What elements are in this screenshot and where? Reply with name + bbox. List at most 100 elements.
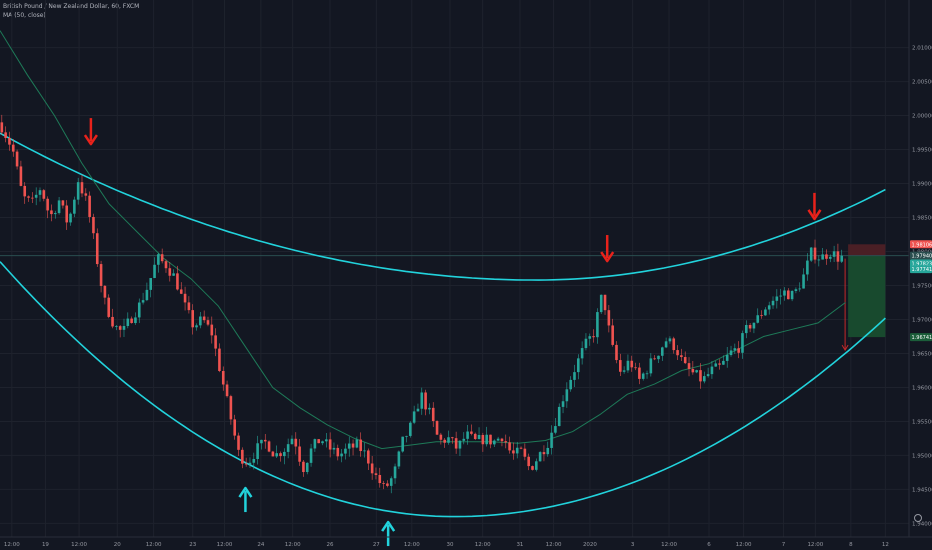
candle-body [603, 294, 607, 311]
candle-body [634, 367, 637, 369]
y-tick-label: 1.95500 [912, 419, 932, 425]
settings-icon [914, 514, 922, 522]
candle-body [615, 344, 618, 361]
candle-body [607, 310, 611, 326]
candle-body [718, 363, 721, 365]
candle-body [153, 264, 156, 279]
candle-body [271, 451, 275, 457]
candle-body [680, 355, 683, 358]
moving-average-line [0, 30, 846, 450]
candle-body [95, 233, 99, 265]
candle-body [569, 379, 572, 390]
candle-body [141, 300, 145, 303]
price-label-box [910, 333, 932, 342]
up-arrow-icon [238, 486, 253, 498]
candle-body [702, 376, 706, 382]
x-tick-label: 27 [373, 542, 380, 548]
candle-body [626, 360, 630, 371]
candle-body [535, 461, 538, 470]
candle-body [619, 360, 622, 372]
candle-body [76, 182, 80, 200]
candle-body [813, 247, 817, 260]
x-tick-label: 12:00 [807, 542, 823, 548]
candle-body [157, 254, 160, 265]
price-label-text: 1.97741 [912, 267, 932, 273]
x-tick-label: 12:00 [4, 542, 20, 548]
candle-body [748, 324, 752, 329]
y-tick-label: 1.96500 [912, 351, 932, 357]
candle-body [336, 447, 340, 457]
chart-title: British Pound / New Zealand Dollar, 60, … [3, 3, 140, 10]
candle-body [825, 254, 828, 259]
candle-body [523, 448, 527, 457]
candle-body [389, 478, 393, 486]
candle-body [519, 447, 523, 449]
candle-body [122, 325, 126, 330]
candle-body [664, 341, 668, 348]
candle-body [439, 434, 443, 440]
candle-body [286, 444, 290, 452]
candle-body [760, 315, 763, 317]
candle-body [431, 407, 435, 422]
candle-body [512, 450, 515, 454]
candle-body [206, 320, 210, 325]
candle-body [145, 289, 149, 301]
candle-body [202, 316, 206, 321]
candle-body [672, 338, 676, 351]
candle-body [443, 439, 446, 443]
candle-body [458, 440, 462, 449]
x-tick-label: 12:00 [146, 542, 162, 548]
candle-body [821, 254, 824, 260]
candle-body [92, 216, 95, 234]
candle-body [199, 316, 202, 326]
candle-body [15, 151, 19, 167]
y-tick-label: 1.98500 [912, 216, 932, 222]
x-tick-label: 12:00 [475, 542, 491, 548]
candle-body [554, 426, 557, 433]
candle-body [344, 448, 347, 454]
down-arrow-icon [83, 134, 98, 146]
candle-body [809, 247, 813, 261]
candle-body [496, 438, 500, 441]
candle-body [798, 288, 802, 290]
candle-body [65, 205, 69, 223]
candle-body [695, 370, 698, 373]
y-tick-label: 2.00500 [912, 80, 932, 86]
x-tick-label: 23 [189, 542, 196, 548]
x-tick-label: 12:00 [661, 542, 677, 548]
candle-body [565, 389, 569, 402]
x-tick-label: 12:00 [546, 542, 562, 548]
candle-body [27, 196, 30, 198]
candle-body [462, 438, 466, 441]
candle-body [454, 438, 458, 449]
candle-body [783, 290, 786, 296]
projection-arrowhead [841, 344, 849, 352]
take-profit-zone [848, 255, 886, 338]
candle-body [252, 458, 256, 463]
candle-body [73, 199, 76, 214]
candle-body [46, 198, 49, 211]
candle-body [397, 451, 401, 467]
candle-body [599, 294, 603, 313]
candle-body [283, 451, 286, 457]
candle-body [370, 463, 374, 474]
candle-body [176, 273, 179, 290]
x-tick-label: 12:00 [71, 542, 87, 548]
candle-body [118, 326, 122, 330]
candle-body [347, 443, 351, 449]
candle-body [638, 367, 641, 379]
candle-body [515, 447, 519, 454]
candle-body [241, 449, 244, 464]
candle-body [244, 463, 248, 465]
candle-body [744, 324, 748, 334]
y-tick-label: 1.94000 [912, 521, 932, 527]
lower-channel-curve [0, 261, 886, 518]
price-label-box [910, 240, 932, 249]
y-tick-label: 1.97000 [912, 317, 932, 323]
candle-body [164, 261, 168, 269]
candle-body [363, 450, 366, 452]
candle-body [764, 309, 767, 316]
x-tick-label: 3 [631, 542, 635, 548]
candle-body [298, 446, 301, 462]
